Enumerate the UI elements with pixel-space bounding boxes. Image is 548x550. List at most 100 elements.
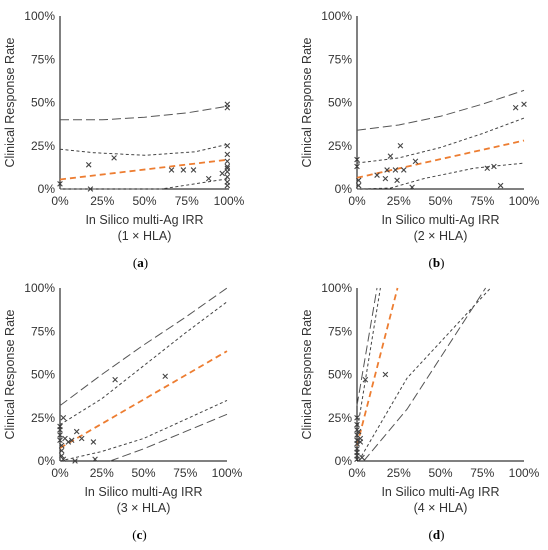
data-point bbox=[58, 447, 65, 454]
x-tick-label: 25% bbox=[387, 466, 411, 480]
y-tick-label: 50% bbox=[328, 368, 352, 382]
data-point bbox=[354, 440, 360, 447]
chart-panel-3: 0% 25% 50% 75% 100% 0% 25% 50% 75% 100% Clinical R… bbox=[3, 281, 243, 542]
data-point bbox=[382, 175, 389, 182]
y-tick-label: 25% bbox=[328, 139, 352, 153]
data-point bbox=[382, 371, 389, 378]
chart-panel-2: 0% 25% 50% 75% 100% 0% 25% 50% 75% 100% Clinical R… bbox=[300, 9, 540, 270]
x-tick-label: 0% bbox=[51, 194, 69, 208]
data-point bbox=[484, 165, 491, 172]
data-point bbox=[355, 177, 362, 184]
data-point bbox=[400, 167, 407, 173]
y-tick-label: 25% bbox=[31, 411, 55, 425]
panel-label: (c) bbox=[132, 527, 146, 542]
y-tick-label: 50% bbox=[31, 368, 55, 382]
data-point bbox=[73, 428, 80, 435]
x-tick-label: 75% bbox=[173, 466, 197, 480]
data-point bbox=[57, 427, 63, 433]
y-tick-label: 0% bbox=[335, 454, 353, 468]
y-tick-label: 75% bbox=[328, 324, 352, 338]
data-point bbox=[224, 142, 231, 149]
data-point bbox=[354, 163, 360, 170]
data-point bbox=[60, 414, 67, 421]
panel-label: (a) bbox=[133, 255, 148, 270]
data-point bbox=[224, 174, 231, 180]
data-point bbox=[224, 151, 231, 158]
y-axis-title: Clinical Response Rate bbox=[3, 309, 17, 439]
x-tick-label: 75% bbox=[470, 466, 494, 480]
ci-outer-upper bbox=[356, 287, 378, 406]
ci-outer-upper bbox=[356, 89, 525, 131]
data-point bbox=[92, 456, 98, 463]
data-point bbox=[219, 170, 226, 177]
x-tick-label: 100% bbox=[214, 194, 245, 208]
data-point bbox=[85, 161, 92, 168]
data-point bbox=[78, 435, 85, 442]
chart-panel-4: 0% 25% 50% 75% 100% 0% 25% 50% 75% 100% Clinical R… bbox=[300, 281, 540, 542]
x-tick-label: 75% bbox=[470, 194, 494, 208]
data-point bbox=[180, 167, 187, 173]
data-point bbox=[57, 432, 63, 438]
ci-outer-lower bbox=[363, 287, 487, 462]
data-point bbox=[112, 376, 118, 383]
trend-line bbox=[356, 139, 525, 179]
chart-panel-1: 0% 25% 50% 75% 100% 0% 25% 50% 75% 100% Clinical R… bbox=[3, 9, 245, 270]
panel-label: (b) bbox=[429, 255, 445, 270]
data-point bbox=[354, 421, 360, 428]
data-point bbox=[384, 167, 390, 173]
data-point bbox=[521, 101, 527, 108]
x-tick-label: 25% bbox=[90, 194, 114, 208]
trend-line bbox=[59, 350, 228, 449]
data-point bbox=[90, 439, 97, 445]
x-tick-label: 0% bbox=[51, 466, 69, 480]
y-tick-label: 100% bbox=[24, 281, 55, 295]
data-point bbox=[392, 167, 399, 173]
data-point bbox=[512, 104, 519, 111]
y-tick-label: 100% bbox=[321, 9, 352, 23]
ci-inner-upper bbox=[356, 117, 525, 164]
y-tick-label: 100% bbox=[321, 281, 352, 295]
ci-outer-upper bbox=[59, 287, 228, 407]
data-point bbox=[224, 182, 231, 189]
x-axis-title: In Silico multi-Ag IRR bbox=[381, 485, 499, 499]
x-axis-subtitle: (4 × HLA) bbox=[414, 501, 468, 515]
y-tick-label: 100% bbox=[24, 9, 55, 23]
x-tick-label: 25% bbox=[387, 194, 411, 208]
data-point bbox=[491, 163, 497, 170]
data-point bbox=[58, 453, 65, 459]
x-tick-label: 50% bbox=[131, 466, 155, 480]
data-point bbox=[162, 373, 168, 380]
x-axis-title: In Silico multi-Ag IRR bbox=[84, 485, 202, 499]
data-point bbox=[374, 172, 380, 178]
data-point bbox=[224, 158, 231, 165]
ci-inner-lower bbox=[60, 178, 230, 190]
y-tick-label: 0% bbox=[38, 182, 56, 196]
data-point bbox=[357, 435, 364, 442]
x-axis-subtitle: (1 × HLA) bbox=[118, 229, 172, 243]
y-axis-title: Clinical Response Rate bbox=[3, 37, 17, 167]
ci-inner-upper bbox=[59, 143, 230, 156]
data-point bbox=[58, 442, 65, 449]
data-point bbox=[387, 153, 394, 159]
y-tick-label: 50% bbox=[31, 96, 55, 110]
data-point bbox=[68, 437, 75, 444]
ci-outer-lower bbox=[109, 413, 228, 462]
x-axis-title: In Silico multi-Ag IRR bbox=[381, 213, 499, 227]
data-point bbox=[111, 155, 117, 161]
data-point bbox=[224, 104, 231, 111]
trend-line bbox=[356, 287, 399, 446]
data-point bbox=[224, 168, 231, 175]
data-point bbox=[354, 414, 360, 421]
data-point bbox=[205, 175, 212, 182]
y-tick-label: 25% bbox=[328, 411, 352, 425]
x-axis-subtitle: (2 × HLA) bbox=[414, 229, 468, 243]
data-point bbox=[168, 167, 175, 173]
y-tick-label: 0% bbox=[38, 454, 56, 468]
data-point bbox=[57, 181, 63, 187]
data-point bbox=[65, 439, 72, 445]
data-point bbox=[362, 376, 369, 383]
x-tick-label: 100% bbox=[212, 466, 243, 480]
y-tick-label: 75% bbox=[31, 324, 55, 338]
data-point bbox=[354, 156, 360, 163]
x-tick-label: 100% bbox=[509, 466, 540, 480]
